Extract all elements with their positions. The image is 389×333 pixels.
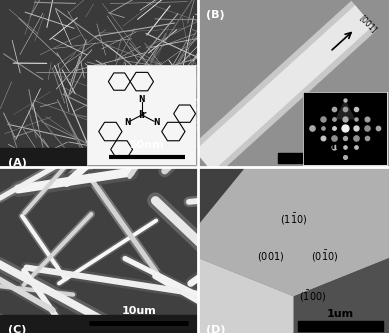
Text: (B): (B) [206,10,224,20]
Text: (A): (A) [8,158,27,168]
Bar [0,315,198,333]
Text: 50nm: 50nm [130,140,164,150]
Text: 1um: 1um [327,309,354,319]
Text: 10um: 10um [121,306,156,316]
Bar [0,148,198,166]
Polygon shape [191,1,377,176]
Polygon shape [198,166,246,225]
Bar [298,321,383,331]
Text: $(001)$: $(001)$ [257,250,284,263]
Polygon shape [198,258,294,333]
Polygon shape [198,166,389,296]
Text: $(1\bar{1}0)$: $(1\bar{1}0)$ [280,212,307,227]
Polygon shape [294,258,389,333]
Text: 2um: 2um [312,141,340,151]
Text: $(0\bar{1}0)$: $(0\bar{1}0)$ [310,249,338,264]
Text: [001]: [001] [357,14,378,35]
Polygon shape [194,5,373,172]
Text: (C): (C) [8,325,26,333]
Text: (D): (D) [206,325,226,333]
Text: $(\bar{1}00)$: $(\bar{1}00)$ [299,289,326,304]
Bar [279,153,374,163]
